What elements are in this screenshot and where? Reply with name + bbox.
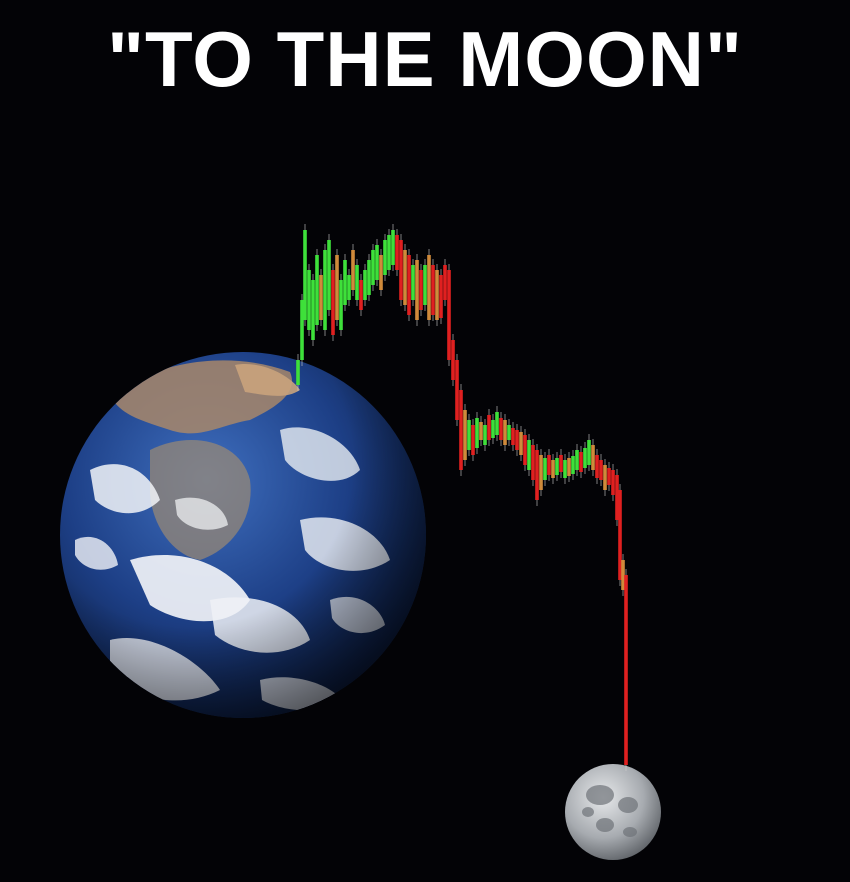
- candle-body: [311, 280, 315, 340]
- candle-body: [624, 575, 628, 765]
- candle-body: [423, 265, 427, 305]
- candlestick-path: [296, 224, 628, 771]
- candle-body: [359, 280, 363, 310]
- candle-body: [479, 422, 483, 440]
- candle-body: [611, 470, 615, 495]
- candle-body: [447, 270, 451, 360]
- candle-body: [575, 450, 579, 470]
- candle-body: [415, 260, 419, 320]
- candle-body: [371, 250, 375, 285]
- candle-body: [395, 235, 399, 270]
- candle-body: [475, 418, 479, 448]
- candle-body: [431, 265, 435, 315]
- candle-body: [375, 245, 379, 280]
- candle-body: [339, 280, 343, 330]
- candle-body: [543, 458, 547, 480]
- candle-body: [379, 255, 383, 290]
- candle-body: [439, 275, 443, 318]
- candle-body: [391, 230, 395, 265]
- candle-body: [547, 455, 551, 475]
- candle-body: [515, 430, 519, 450]
- candle-body: [491, 420, 495, 438]
- candle-body: [535, 450, 539, 500]
- candle-body: [347, 275, 351, 300]
- candle-body: [579, 452, 583, 472]
- candle-body: [555, 458, 559, 475]
- moon-icon: [565, 764, 661, 860]
- candle-body: [335, 255, 339, 320]
- candle-body: [455, 360, 459, 420]
- candle-body: [587, 440, 591, 465]
- candle-body: [323, 250, 327, 330]
- candle-body: [519, 432, 523, 455]
- candle-body: [427, 255, 431, 320]
- candle-body: [463, 410, 467, 460]
- candle-body: [319, 275, 323, 320]
- candle-body: [399, 240, 403, 300]
- candle-body: [367, 260, 371, 295]
- meme-title: "TO THE MOON": [107, 15, 743, 103]
- candle-body: [383, 240, 387, 275]
- candle-body: [363, 270, 367, 300]
- candle-body: [343, 260, 347, 305]
- candle-body: [618, 490, 622, 580]
- candle-body: [419, 270, 423, 310]
- candle-body: [603, 465, 607, 490]
- candle-body: [591, 445, 595, 470]
- candle-body: [503, 420, 507, 445]
- candle-body: [621, 560, 625, 590]
- candle-body: [411, 265, 415, 300]
- candle-body: [483, 425, 487, 445]
- candle-body: [523, 435, 527, 465]
- candle-body: [327, 240, 331, 310]
- candle-body: [495, 412, 499, 435]
- candle-body: [507, 425, 511, 440]
- candle-body: [387, 235, 391, 270]
- candle-body: [300, 300, 304, 360]
- candle-body: [355, 265, 359, 300]
- candle-body: [595, 455, 599, 478]
- candle-body: [459, 390, 463, 470]
- candle-body: [539, 455, 543, 490]
- candle-body: [407, 255, 411, 315]
- candle-body: [443, 265, 447, 300]
- candle-body: [527, 440, 531, 470]
- candle-body: [499, 418, 503, 440]
- candle-body: [315, 255, 319, 325]
- candle-body: [351, 250, 355, 290]
- candle-body: [567, 458, 571, 476]
- candle-body: [451, 340, 455, 380]
- candle-body: [296, 360, 300, 385]
- earth-icon: [60, 352, 426, 718]
- candle-body: [303, 230, 307, 320]
- candle-body: [559, 455, 563, 472]
- candle-body: [331, 270, 335, 335]
- candle-body: [615, 475, 619, 520]
- candle-body: [467, 420, 471, 450]
- candle-body: [563, 460, 567, 478]
- candle-body: [551, 460, 555, 478]
- candle-body: [583, 448, 587, 468]
- candle-body: [531, 445, 535, 480]
- candle-body: [487, 415, 491, 440]
- candle-body: [571, 456, 575, 474]
- candle-body: [307, 270, 311, 330]
- candle-body: [599, 460, 603, 480]
- candle-body: [607, 468, 611, 485]
- candle-body: [511, 428, 515, 445]
- candle-body: [471, 425, 475, 455]
- candle-body: [435, 270, 439, 320]
- candle-body: [403, 250, 407, 305]
